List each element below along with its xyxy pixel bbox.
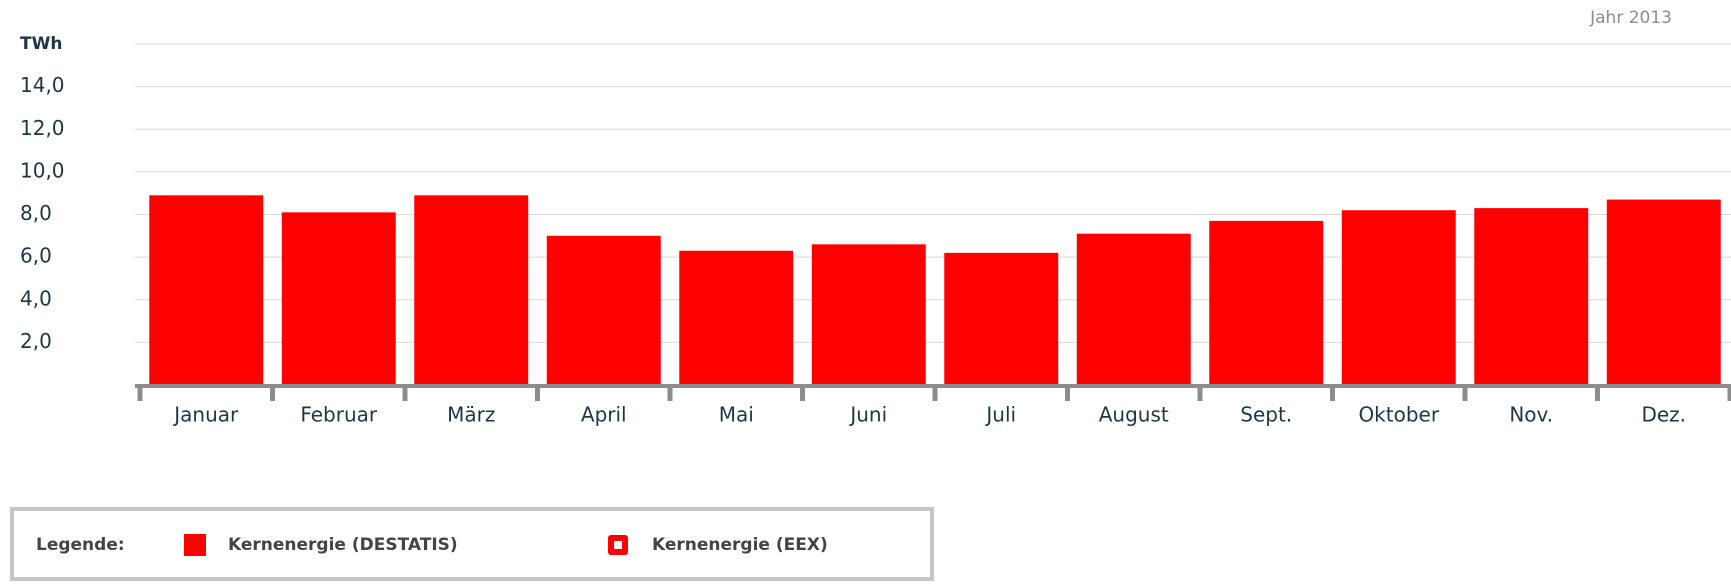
x-tick-label: Januar bbox=[172, 403, 239, 427]
bar bbox=[149, 195, 264, 385]
y-axis-label: TWh bbox=[20, 34, 62, 54]
x-tick-label: April bbox=[581, 403, 627, 427]
bar bbox=[1076, 233, 1191, 385]
legend-swatch bbox=[184, 534, 206, 556]
x-tick-label: Sept. bbox=[1240, 403, 1292, 427]
bar bbox=[1341, 210, 1456, 385]
legend-title: Legende: bbox=[36, 535, 125, 555]
x-tick-label: Mai bbox=[719, 403, 754, 427]
y-tick-label: 14,0 bbox=[20, 73, 65, 97]
x-tick-label: Oktober bbox=[1358, 403, 1439, 427]
y-tick-label: 4,0 bbox=[20, 286, 52, 310]
bar bbox=[1209, 220, 1324, 385]
legend-box bbox=[10, 507, 934, 581]
x-tick-label: Februar bbox=[300, 403, 378, 427]
x-tick-label: März bbox=[447, 403, 495, 427]
x-tick-label: August bbox=[1099, 403, 1169, 427]
x-tick-label: Dez. bbox=[1641, 403, 1686, 427]
legend-swatch-inner bbox=[614, 541, 622, 549]
x-tick-label: Nov. bbox=[1509, 403, 1553, 427]
bar bbox=[546, 235, 661, 385]
bar bbox=[811, 244, 926, 385]
bar bbox=[679, 250, 794, 385]
bar bbox=[281, 212, 396, 385]
bar bbox=[414, 195, 529, 385]
bar bbox=[1606, 199, 1721, 385]
y-tick-label: 12,0 bbox=[20, 116, 65, 140]
x-tick-label: Juli bbox=[984, 403, 1016, 427]
bar bbox=[944, 252, 1059, 385]
y-tick-label: 8,0 bbox=[20, 201, 52, 225]
y-tick-label: 2,0 bbox=[20, 329, 52, 353]
legend-label: Kernenergie (DESTATIS) bbox=[228, 535, 458, 555]
y-tick-label: 6,0 bbox=[20, 244, 52, 268]
chart-subtitle: Jahr 2013 bbox=[1589, 8, 1672, 28]
y-tick-label: 10,0 bbox=[20, 158, 65, 182]
bar bbox=[1474, 208, 1589, 385]
legend-label: Kernenergie (EEX) bbox=[652, 535, 828, 555]
x-tick-label: Juni bbox=[848, 403, 887, 427]
